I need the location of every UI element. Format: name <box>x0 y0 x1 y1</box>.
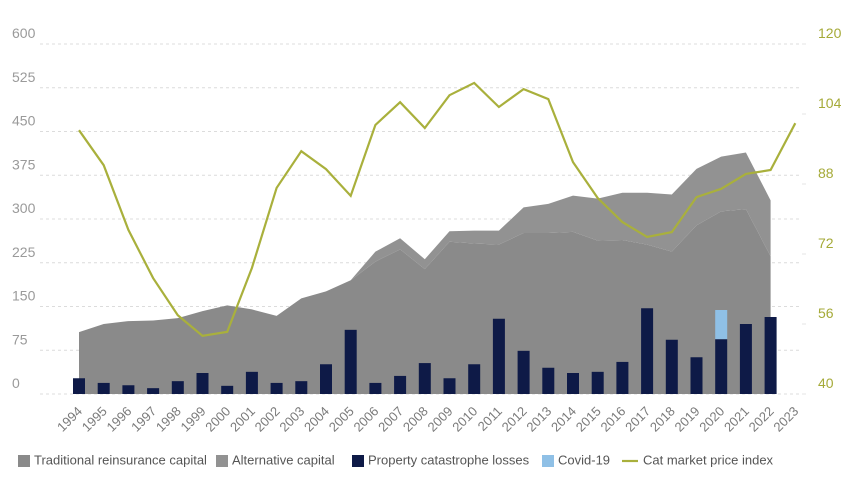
bar <box>567 373 579 394</box>
bar <box>320 364 332 394</box>
x-tick-label: 2005 <box>326 404 357 435</box>
bar <box>394 375 407 394</box>
x-tick-label: 2007 <box>375 404 406 435</box>
x-tick-label: 2000 <box>202 404 233 435</box>
bar <box>122 385 135 394</box>
x-tick-label: 2001 <box>227 404 258 435</box>
y2-tick-label: 56 <box>818 305 834 321</box>
y2-tick-label: 40 <box>818 375 834 391</box>
x-tick-label: 2013 <box>523 404 554 435</box>
y-tick-label: 150 <box>12 288 36 304</box>
bar <box>171 381 184 394</box>
x-tick-label: 2002 <box>252 404 283 435</box>
legend-label: Alternative capital <box>232 452 335 467</box>
legend-label: Traditional reinsurance capital <box>34 452 207 467</box>
bar <box>690 357 703 394</box>
bar <box>245 371 258 394</box>
x-tick-label: 2010 <box>449 404 480 435</box>
y-tick-label: 375 <box>12 156 36 172</box>
x-tick-label: 1996 <box>103 404 134 435</box>
bar <box>443 378 456 394</box>
bar <box>73 378 85 394</box>
x-tick-label: 2009 <box>425 404 456 435</box>
bar <box>369 382 382 394</box>
bar <box>764 317 777 394</box>
line <box>78 81 797 337</box>
bar <box>641 308 654 394</box>
x-tick-label: 1994 <box>54 404 85 435</box>
x-tick-label: 2014 <box>548 404 579 435</box>
x-tick-label: 1999 <box>178 404 209 435</box>
legend-swatch <box>352 455 364 467</box>
bar <box>715 310 728 340</box>
bar <box>468 364 481 394</box>
y2-tick-label: 88 <box>818 165 834 181</box>
x-tick-label: 2019 <box>672 404 703 435</box>
bar <box>270 382 283 394</box>
bar <box>665 339 678 394</box>
x-tick-label: 2011 <box>475 404 505 434</box>
y-tick-label: 300 <box>12 200 36 216</box>
legend-swatch <box>542 455 554 467</box>
x-tick-label: 2006 <box>350 404 381 435</box>
bar <box>517 350 530 394</box>
x-tick-label: 1995 <box>79 404 110 435</box>
x-tick-label: 2022 <box>746 404 777 435</box>
x-tick-label: 1998 <box>153 404 184 435</box>
legend-swatch <box>18 455 30 467</box>
bar <box>221 385 234 394</box>
x-tick-label: 2017 <box>622 404 653 435</box>
bar <box>344 329 357 394</box>
legend-label: Property catastrophe losses <box>368 452 530 467</box>
x-tick-label: 2018 <box>647 404 678 435</box>
bar <box>196 373 209 394</box>
bar <box>739 324 752 394</box>
y-tick-label: 0 <box>12 375 20 391</box>
bar <box>591 371 604 394</box>
x-tick-label: 2023 <box>770 404 801 435</box>
bar <box>97 382 110 394</box>
y-tick-label: 600 <box>12 25 36 41</box>
y2-tick-label: 120 <box>818 25 842 41</box>
y2-tick-label: 72 <box>818 235 834 251</box>
area <box>79 152 771 333</box>
y-tick-label: 225 <box>12 244 36 260</box>
y-tick-label: 525 <box>12 69 36 85</box>
x-tick-label: 2008 <box>400 404 431 435</box>
x-tick-label: 2003 <box>276 404 307 435</box>
x-tick-label: 2021 <box>721 404 752 435</box>
bar <box>492 318 505 394</box>
x-tick-label: 2004 <box>301 404 332 435</box>
legend-label: Cat market price index <box>643 452 774 467</box>
bar <box>715 339 728 394</box>
x-tick-label: 2015 <box>573 404 604 435</box>
bar <box>295 381 308 394</box>
y-tick-label: 75 <box>12 331 28 347</box>
x-tick-label: 2012 <box>499 404 530 435</box>
x-tick-label: 1997 <box>128 404 159 435</box>
legend-label: Covid-19 <box>558 452 610 467</box>
bar <box>616 361 629 394</box>
y2-tick-label: 104 <box>818 95 842 111</box>
legend-swatch <box>216 455 228 467</box>
area <box>79 209 771 394</box>
bar <box>418 363 431 394</box>
bar <box>147 388 160 394</box>
bar <box>542 367 555 394</box>
x-tick-label: 2016 <box>597 404 628 435</box>
x-tick-label: 2020 <box>696 404 727 435</box>
y-tick-label: 450 <box>12 113 36 129</box>
